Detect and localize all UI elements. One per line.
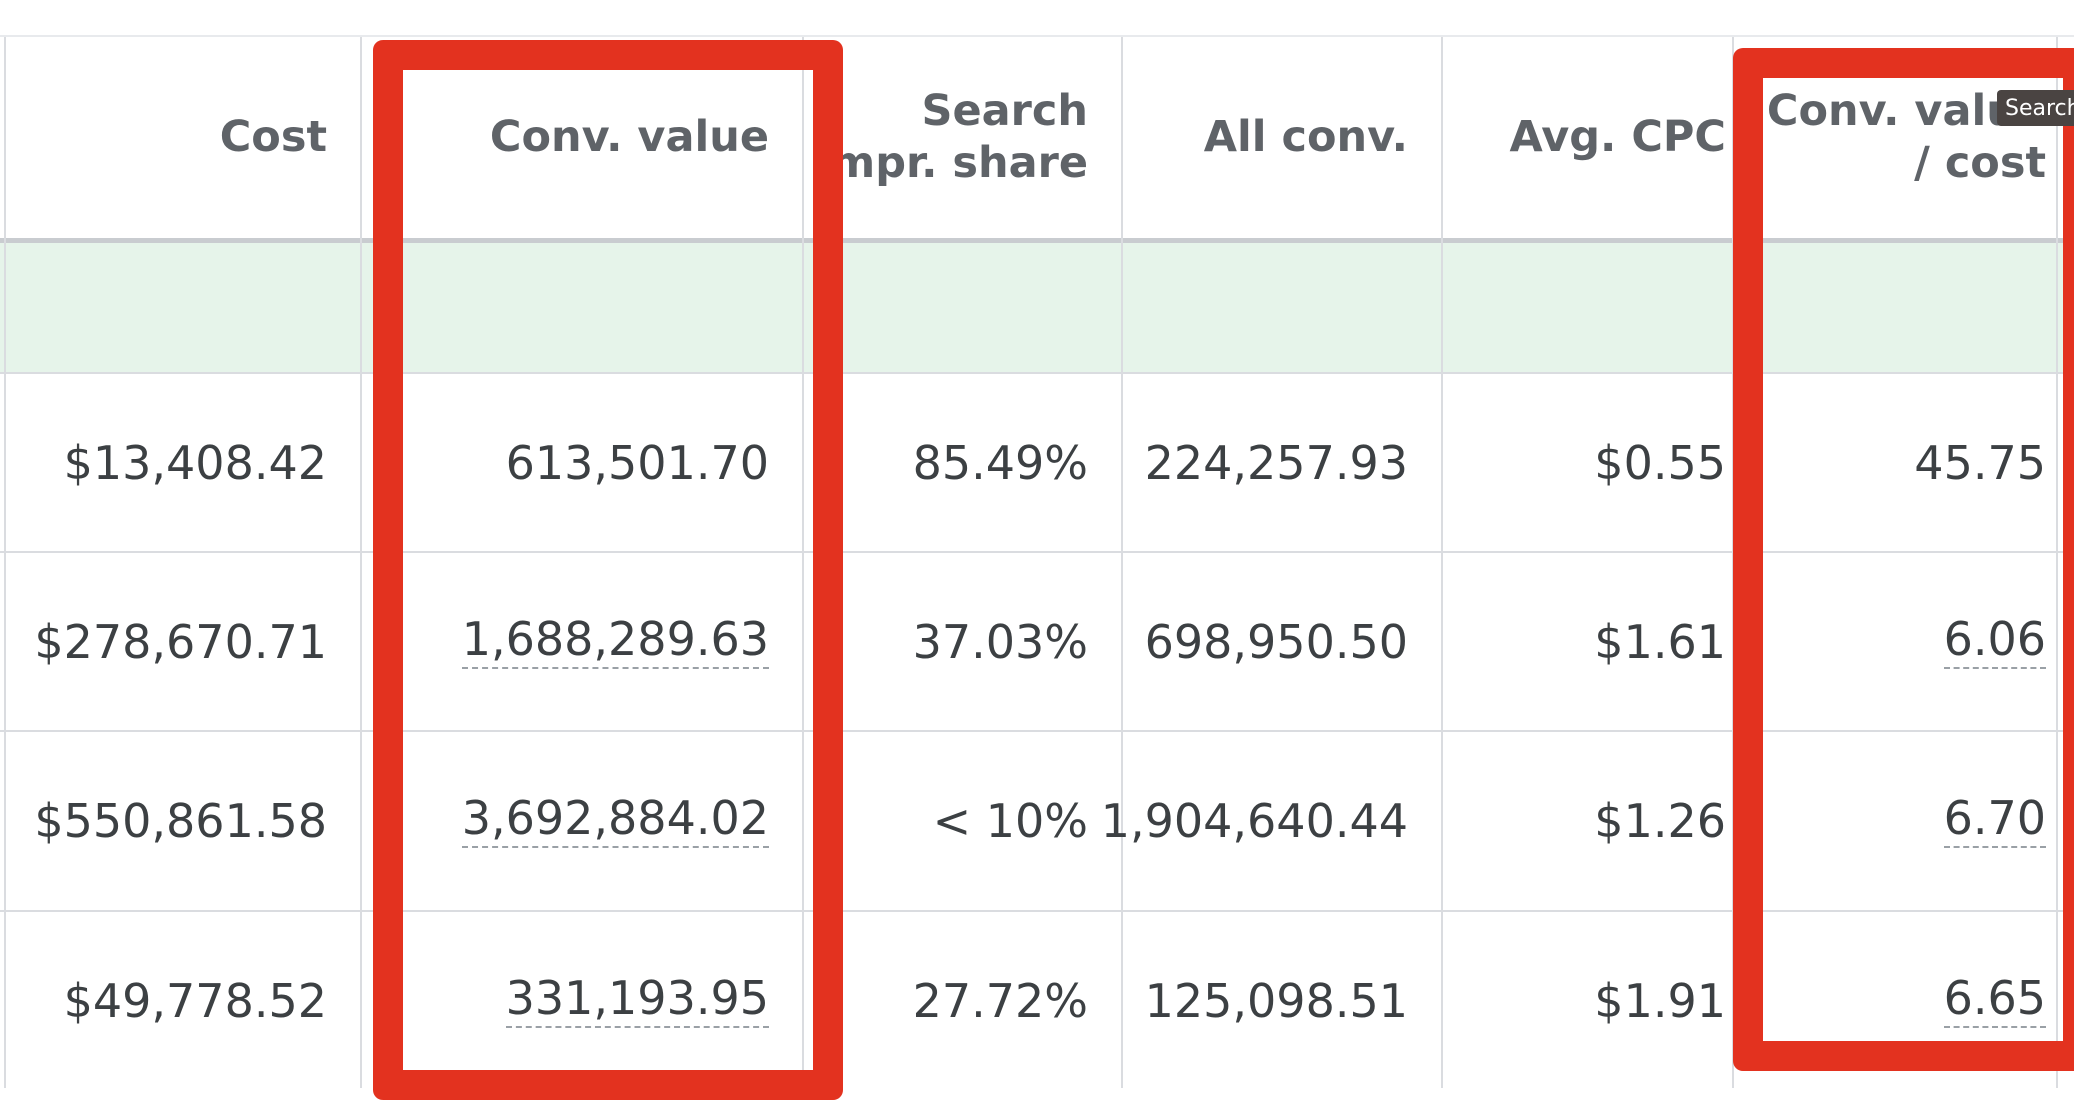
table-cell: $278,670.71 xyxy=(5,552,361,731)
table-cell: 85.49% xyxy=(803,373,1122,552)
cell-value: 85.49% xyxy=(912,435,1088,490)
table-cell: $1.91 xyxy=(1442,911,1733,1090)
cell-value: 27.72% xyxy=(912,973,1088,1028)
table-cell: 1,688,289.63 xyxy=(361,552,803,731)
cell-value: 6.06 xyxy=(1943,614,2046,669)
total-row xyxy=(0,243,2074,373)
cell-value: $550,861.58 xyxy=(34,793,327,848)
column-divider xyxy=(1121,37,1123,1088)
table-cell: $1.26 xyxy=(1442,731,1733,910)
cell-value: 698,950.50 xyxy=(1144,614,1408,669)
table-cell: 27.72% xyxy=(803,911,1122,1090)
table-cell: $1.61 xyxy=(1442,552,1733,731)
row-divider xyxy=(0,551,2074,553)
cell-value: 224,257.93 xyxy=(1144,435,1408,490)
cell-value: $49,778.52 xyxy=(63,973,327,1028)
table-cell: 331,193.95 xyxy=(361,911,803,1090)
cell-value: $0.55 xyxy=(1594,435,1726,490)
cell-value: $278,670.71 xyxy=(34,614,327,669)
column-divider xyxy=(802,37,804,1088)
table-cell: $0.55 xyxy=(1442,373,1733,552)
cell-value: 3,692,884.02 xyxy=(461,793,769,848)
cell-value: < 10% xyxy=(932,793,1088,848)
table-cell: 37.03% xyxy=(803,552,1122,731)
highlight-box xyxy=(1733,48,2074,1071)
cell-value: 613,501.70 xyxy=(505,435,769,490)
cell-value: $1.61 xyxy=(1594,614,1726,669)
table-cell: 698,950.50 xyxy=(1122,552,1442,731)
column-header[interactable]: Cost xyxy=(219,111,327,162)
highlight-box xyxy=(373,40,843,1100)
table-cell: 224,257.93 xyxy=(1122,373,1442,552)
cell-value: 6.65 xyxy=(1943,973,2046,1028)
table-cell: < 10% xyxy=(803,731,1122,910)
table-cell: 6.65 xyxy=(1733,911,2057,1090)
table-cell: 1,904,640.44 xyxy=(1101,731,1442,910)
table-cell: 3,692,884.02 xyxy=(361,731,803,910)
table-cell: 6.06 xyxy=(1733,552,2057,731)
column-divider xyxy=(2056,37,2058,1088)
table-cell: $13,408.42 xyxy=(5,373,361,552)
column-header[interactable]: Conv. value xyxy=(489,111,769,162)
cell-value: 6.70 xyxy=(1943,793,2046,848)
column-header[interactable]: Conv. value / cost xyxy=(1766,85,2046,188)
column-header[interactable]: All conv. xyxy=(1203,111,1408,162)
cell-value: 1,904,640.44 xyxy=(1100,793,1408,848)
cell-value: 331,193.95 xyxy=(505,973,769,1028)
table-cell: $550,861.58 xyxy=(5,731,361,910)
row-divider xyxy=(0,372,2074,374)
table-cell: 125,098.51 xyxy=(1122,911,1442,1090)
row-divider xyxy=(0,730,2074,732)
column-divider xyxy=(360,37,362,1088)
cell-value: 37.03% xyxy=(912,614,1088,669)
cell-value: 125,098.51 xyxy=(1144,973,1408,1028)
column-divider xyxy=(1441,37,1443,1088)
column-header[interactable]: Avg. CPC xyxy=(1509,111,1727,162)
top-border xyxy=(0,35,2074,37)
cell-value: 45.75 xyxy=(1914,435,2046,490)
row-divider xyxy=(0,910,2074,912)
tooltip: Search xyxy=(1997,90,2074,126)
cell-value: $1.26 xyxy=(1594,793,1726,848)
header-divider xyxy=(0,238,2074,243)
table-cell: 6.70 xyxy=(1733,731,2057,910)
table-cell: $49,778.52 xyxy=(5,911,361,1090)
table-cell: 45.75 xyxy=(1733,373,2057,552)
column-divider xyxy=(4,37,6,1088)
cell-value: $1.91 xyxy=(1594,973,1726,1028)
cell-value: 1,688,289.63 xyxy=(461,614,769,669)
column-header[interactable]: Search impr. share xyxy=(815,85,1088,188)
table-cell: 613,501.70 xyxy=(361,373,803,552)
cell-value: $13,408.42 xyxy=(63,435,327,490)
